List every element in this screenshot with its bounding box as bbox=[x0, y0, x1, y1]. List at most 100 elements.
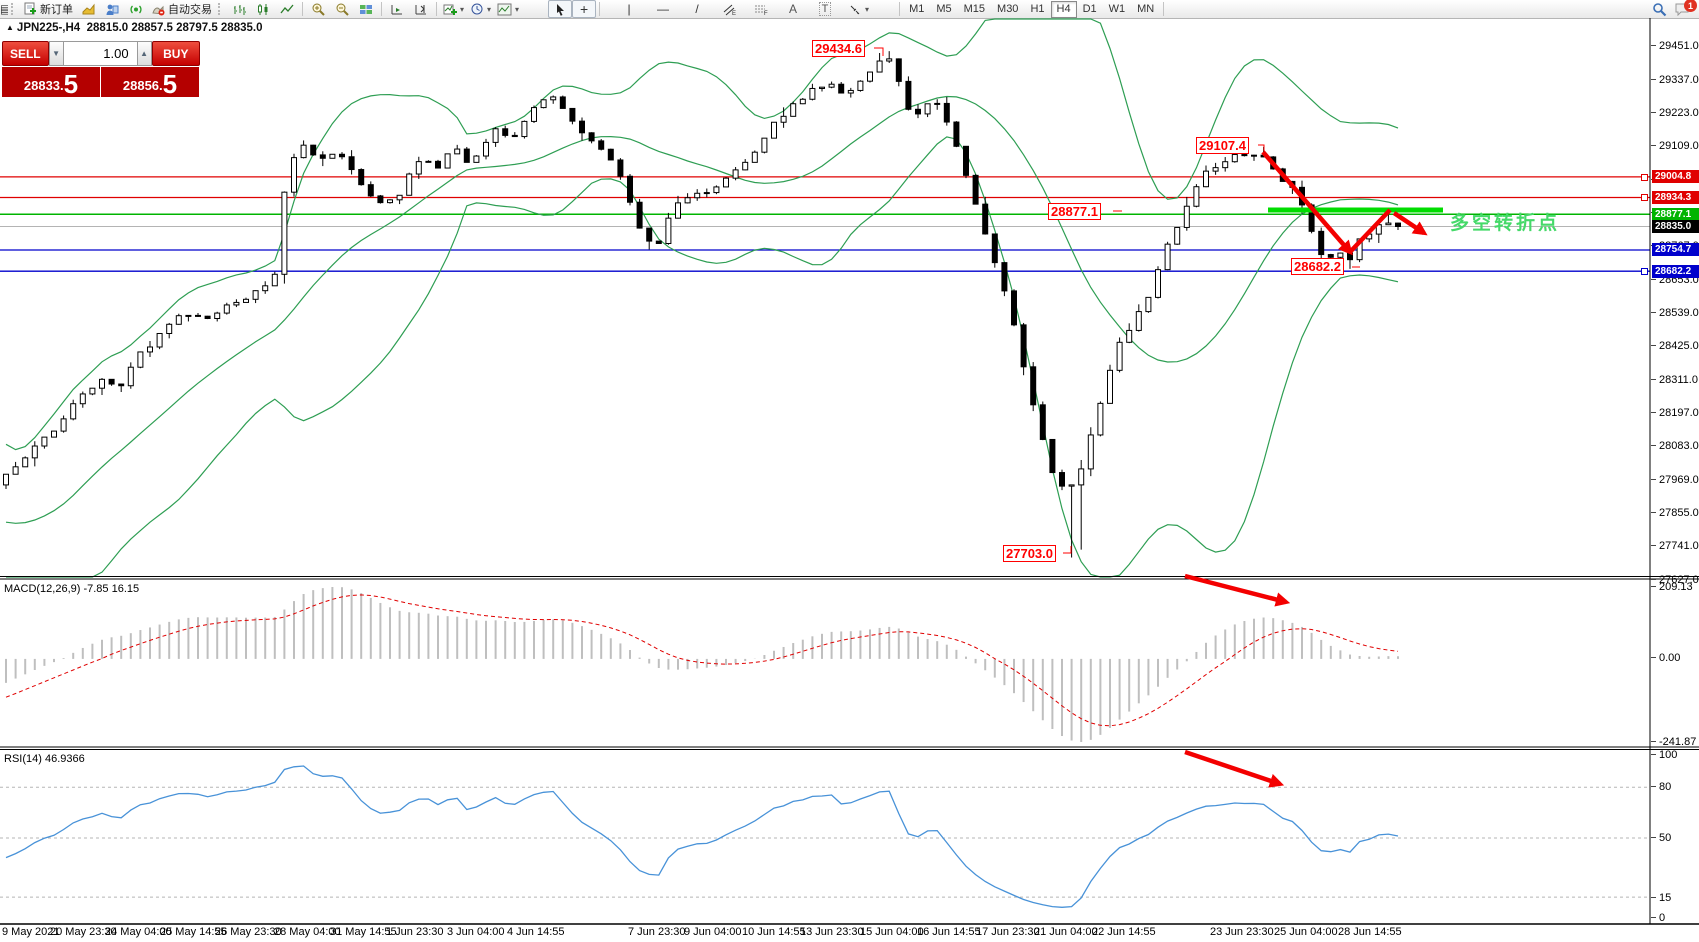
time-axis-label: 4 Jun 14:55 bbox=[507, 926, 565, 938]
market-watch-button[interactable] bbox=[100, 0, 124, 18]
line-chart-button[interactable] bbox=[275, 0, 299, 18]
cursor-tool-button[interactable] bbox=[548, 0, 573, 18]
toolbar-separator bbox=[1163, 2, 1165, 16]
timeframe-button-H4[interactable]: H4 bbox=[1050, 0, 1077, 18]
price-axis-tick: 28083.0 bbox=[1651, 440, 1699, 453]
indicators-caret-icon: ▾ bbox=[460, 4, 465, 14]
price-axis-tick: 27855.0 bbox=[1651, 507, 1699, 520]
arrows-caret-icon: ▾ bbox=[865, 4, 870, 14]
price-annotation-label[interactable]: 27703.0 bbox=[1003, 545, 1056, 562]
text-tool-icon: A bbox=[789, 2, 798, 16]
template-caret-icon: ▾ bbox=[515, 4, 520, 14]
chart-shift-button[interactable] bbox=[409, 0, 433, 18]
indicators-button[interactable]: ▾ bbox=[440, 0, 467, 18]
time-axis-label: 22 Jun 14:55 bbox=[1092, 926, 1156, 938]
rsi-levels bbox=[0, 786, 1650, 898]
toolbar-separator bbox=[436, 2, 437, 16]
template-button[interactable]: ▾ bbox=[494, 0, 522, 18]
bar-chart-icon bbox=[234, 4, 246, 15]
zoom-out-button[interactable] bbox=[330, 0, 354, 18]
volume-down-button[interactable]: ▼ bbox=[48, 41, 64, 66]
ask-price[interactable]: 28856. 5 bbox=[101, 67, 199, 97]
bar-chart-button[interactable] bbox=[227, 0, 251, 18]
timeframe-button-M1[interactable]: M1 bbox=[909, 2, 925, 15]
trendline-icon: / bbox=[695, 2, 699, 16]
indicator-axis-tick: -241.87 bbox=[1650, 736, 1697, 748]
clock-icon bbox=[471, 3, 483, 15]
timeframe-button-MN[interactable]: MN bbox=[1137, 2, 1155, 15]
macd-signal-line bbox=[5, 594, 1399, 727]
price-axis-tick: 29451.0 bbox=[1651, 40, 1699, 53]
arrow-objects-icon bbox=[850, 5, 860, 14]
autotrade-icon bbox=[152, 5, 165, 15]
price-axis-tick: 29223.0 bbox=[1651, 107, 1699, 120]
indicator-axis-tick: 80 bbox=[1650, 781, 1672, 793]
bid-price-big-digit: 5 bbox=[63, 69, 79, 99]
timeframe-button-W1[interactable]: W1 bbox=[1108, 2, 1126, 15]
timeframe-button-D1[interactable]: D1 bbox=[1082, 2, 1097, 15]
period-button[interactable]: ▾ bbox=[467, 0, 494, 18]
channel-tool[interactable]: E bbox=[717, 0, 741, 18]
arrows-tool[interactable]: ▾ bbox=[845, 0, 872, 18]
price-annotation-label[interactable]: 28877.1 bbox=[1048, 203, 1101, 220]
bollinger-bands bbox=[5, 18, 1399, 578]
timeframe-button-H1[interactable]: H1 bbox=[1030, 2, 1045, 15]
line-drag-handle[interactable] bbox=[1641, 268, 1648, 276]
signals-button[interactable] bbox=[124, 0, 148, 18]
zoom-in-button[interactable] bbox=[306, 0, 330, 18]
volume-up-button[interactable]: ▲ bbox=[136, 41, 152, 66]
history-button[interactable] bbox=[76, 0, 100, 18]
price-annotation-label[interactable]: 29434.6 bbox=[812, 40, 865, 57]
buy-button[interactable]: BUY bbox=[151, 41, 200, 66]
price-annotation-label[interactable]: 29107.4 bbox=[1196, 137, 1249, 154]
toolbar-separator bbox=[899, 2, 901, 16]
time-axis-label: 23 Jun 23:30 bbox=[1210, 926, 1274, 938]
timeframe-button-M15[interactable]: M15 bbox=[963, 2, 986, 15]
volume-input[interactable]: 1.00 bbox=[63, 41, 137, 66]
bid-price-main: 28833. bbox=[23, 78, 64, 93]
auto-scroll-button[interactable] bbox=[385, 0, 409, 18]
line-drag-handle[interactable] bbox=[1641, 194, 1648, 202]
template-icon bbox=[497, 3, 512, 15]
price-annotation-label[interactable]: 28682.2 bbox=[1291, 258, 1344, 275]
autotrade-button[interactable]: 自动交易 bbox=[148, 0, 215, 18]
tile-windows-button[interactable] bbox=[354, 0, 378, 18]
candle-chart-button[interactable] bbox=[251, 0, 275, 18]
rsi-line bbox=[5, 765, 1399, 908]
auto-scroll-icon bbox=[391, 4, 402, 14]
trendline-tool[interactable]: / bbox=[685, 0, 709, 18]
search-button[interactable] bbox=[1647, 0, 1671, 18]
search-icon bbox=[1652, 2, 1666, 16]
fibonacci-tool[interactable]: F bbox=[749, 0, 773, 18]
time-axis-label: 31 May 14:55 bbox=[330, 926, 397, 938]
crosshair-tool-button[interactable]: + bbox=[572, 0, 597, 18]
timeframe-button-M5[interactable]: M5 bbox=[936, 2, 952, 15]
bid-price[interactable]: 28833. 5 bbox=[2, 67, 100, 97]
timeframe-button-M30[interactable]: M30 bbox=[997, 2, 1019, 15]
text-label-tool[interactable]: T bbox=[813, 0, 837, 18]
text-tool[interactable]: A bbox=[781, 0, 805, 18]
price-badge: 28835.0 bbox=[1652, 220, 1699, 233]
timeframe-bar: M1 M5 M15 M30 H1 H4 D1 W1 MN bbox=[903, 0, 1160, 18]
toolbar-separator bbox=[381, 2, 382, 16]
new-order-label: 新订单 bbox=[40, 4, 73, 16]
price-axis-tick: 28197.0 bbox=[1651, 407, 1699, 420]
zoom-in-icon bbox=[312, 3, 325, 16]
price-axis-tick: 27741.0 bbox=[1651, 540, 1699, 553]
cursor-icon bbox=[557, 3, 565, 16]
sell-button[interactable]: SELL bbox=[2, 41, 49, 66]
horizontal-line-tool[interactable]: — bbox=[651, 0, 675, 18]
main-toolbar: ▤ 新订单 bbox=[0, 0, 1699, 19]
new-order-button[interactable]: 新订单 bbox=[20, 0, 76, 18]
signals-icon bbox=[130, 5, 142, 13]
vertical-line-tool[interactable]: | bbox=[617, 0, 641, 18]
price-badge: 29004.8 bbox=[1652, 170, 1699, 184]
time-axis-label: 16 Jun 14:55 bbox=[917, 926, 981, 938]
chart-title-symbol: JPN225-,H4 bbox=[16, 22, 81, 34]
time-axis-label: 1 Jun 23:30 bbox=[386, 926, 444, 938]
horizontal-line-icon: — bbox=[657, 2, 670, 16]
time-axis-label: 28 Jun 14:55 bbox=[1338, 926, 1402, 938]
line-drag-handle[interactable] bbox=[1641, 173, 1648, 181]
notifications-button[interactable]: 1 bbox=[1671, 0, 1697, 17]
